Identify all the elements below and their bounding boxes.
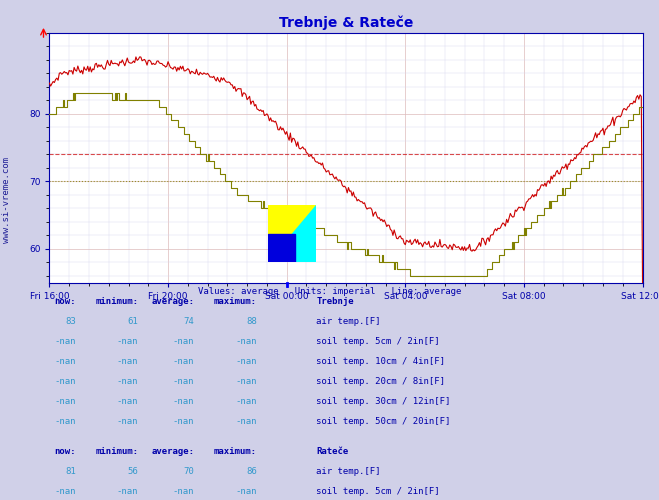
- Text: maximum:: maximum:: [214, 448, 257, 456]
- Text: air temp.[F]: air temp.[F]: [316, 468, 381, 476]
- Text: soil temp. 10cm / 4in[F]: soil temp. 10cm / 4in[F]: [316, 358, 445, 366]
- Text: www.si-vreme.com: www.si-vreme.com: [2, 157, 11, 243]
- Text: -nan: -nan: [173, 488, 194, 496]
- Text: soil temp. 5cm / 2in[F]: soil temp. 5cm / 2in[F]: [316, 338, 440, 346]
- Text: -nan: -nan: [235, 488, 257, 496]
- Text: 74: 74: [184, 318, 194, 326]
- Text: 81: 81: [65, 468, 76, 476]
- Text: Values: average   Units: imperial   Line: average: Values: average Units: imperial Line: av…: [198, 288, 461, 296]
- Text: minimum:: minimum:: [96, 448, 138, 456]
- Text: 56: 56: [128, 468, 138, 476]
- Text: -nan: -nan: [173, 418, 194, 426]
- Text: -nan: -nan: [117, 488, 138, 496]
- Text: -nan: -nan: [54, 378, 76, 386]
- Text: -nan: -nan: [235, 358, 257, 366]
- Text: Trebnje: Trebnje: [316, 298, 354, 306]
- Text: -nan: -nan: [173, 398, 194, 406]
- Text: -nan: -nan: [235, 418, 257, 426]
- Text: now:: now:: [54, 298, 76, 306]
- Text: soil temp. 5cm / 2in[F]: soil temp. 5cm / 2in[F]: [316, 488, 440, 496]
- Text: now:: now:: [54, 448, 76, 456]
- Text: -nan: -nan: [117, 398, 138, 406]
- Text: minimum:: minimum:: [96, 298, 138, 306]
- Text: -nan: -nan: [54, 358, 76, 366]
- Text: -nan: -nan: [117, 418, 138, 426]
- Text: -nan: -nan: [54, 398, 76, 406]
- Text: -nan: -nan: [235, 338, 257, 346]
- Text: average:: average:: [152, 298, 194, 306]
- Text: -nan: -nan: [173, 338, 194, 346]
- Text: -nan: -nan: [54, 338, 76, 346]
- Text: 61: 61: [128, 318, 138, 326]
- Text: -nan: -nan: [54, 488, 76, 496]
- Text: 70: 70: [184, 468, 194, 476]
- Text: -nan: -nan: [235, 378, 257, 386]
- Text: soil temp. 30cm / 12in[F]: soil temp. 30cm / 12in[F]: [316, 398, 451, 406]
- Text: -nan: -nan: [117, 378, 138, 386]
- Text: 88: 88: [246, 318, 257, 326]
- Text: -nan: -nan: [54, 418, 76, 426]
- Text: 86: 86: [246, 468, 257, 476]
- Text: Rateče: Rateče: [316, 448, 349, 456]
- Text: -nan: -nan: [173, 378, 194, 386]
- Text: -nan: -nan: [235, 398, 257, 406]
- Text: -nan: -nan: [173, 358, 194, 366]
- Text: -nan: -nan: [117, 338, 138, 346]
- Title: Trebnje & Rateče: Trebnje & Rateče: [279, 16, 413, 30]
- Text: maximum:: maximum:: [214, 298, 257, 306]
- Text: -nan: -nan: [117, 358, 138, 366]
- Text: air temp.[F]: air temp.[F]: [316, 318, 381, 326]
- Text: soil temp. 50cm / 20in[F]: soil temp. 50cm / 20in[F]: [316, 418, 451, 426]
- Text: soil temp. 20cm / 8in[F]: soil temp. 20cm / 8in[F]: [316, 378, 445, 386]
- Text: 83: 83: [65, 318, 76, 326]
- Text: average:: average:: [152, 448, 194, 456]
